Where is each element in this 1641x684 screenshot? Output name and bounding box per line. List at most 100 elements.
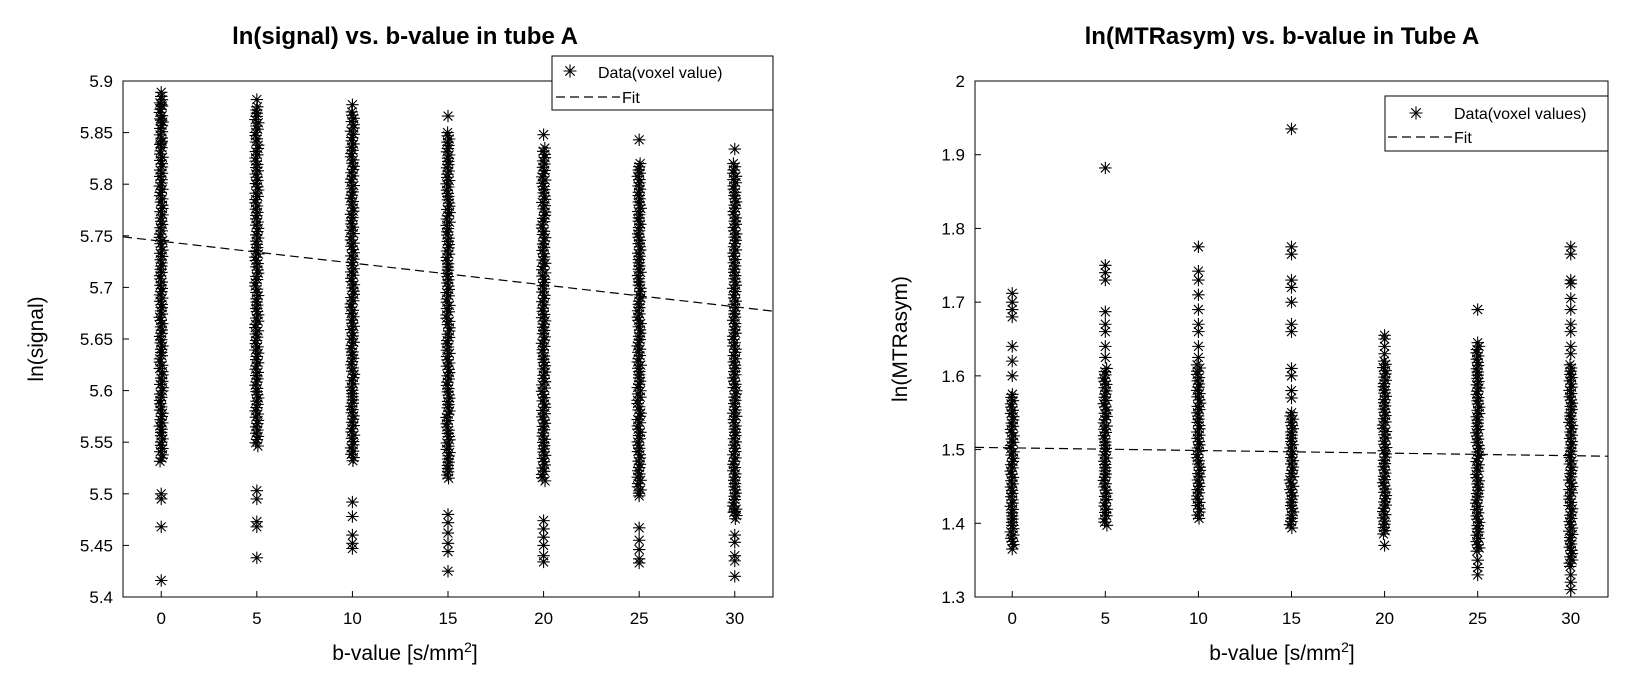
data-point <box>1564 576 1577 589</box>
y-tick-label: 1.7 <box>941 293 965 312</box>
data-point <box>250 551 264 564</box>
data-point <box>346 195 359 208</box>
data-point <box>1099 394 1113 407</box>
data-point <box>1099 445 1112 458</box>
data-point <box>730 227 743 241</box>
data-point <box>633 250 646 263</box>
data-point <box>250 395 263 408</box>
data-point <box>1472 474 1486 487</box>
data-point <box>538 231 552 244</box>
data-point <box>631 339 644 353</box>
data-point <box>441 537 455 550</box>
data-point <box>1191 473 1205 487</box>
data-point <box>155 119 169 132</box>
data-point <box>1471 553 1484 567</box>
x-tick-label: 25 <box>1468 609 1487 628</box>
data-point <box>728 310 742 324</box>
data-point <box>538 330 551 344</box>
data-point <box>538 340 551 353</box>
data-point <box>250 93 264 106</box>
data-point <box>155 86 168 99</box>
data-point <box>633 182 647 196</box>
data-point <box>1378 473 1391 486</box>
data-point <box>633 307 646 321</box>
data-point <box>154 413 167 426</box>
data-point <box>250 385 263 398</box>
data-point <box>536 388 550 401</box>
data-point <box>441 408 455 421</box>
data-point <box>249 436 262 449</box>
data-column <box>1562 240 1579 596</box>
data-point <box>1100 378 1113 391</box>
data-point <box>1286 464 1299 477</box>
data-point <box>537 465 551 478</box>
data-point <box>1099 483 1112 497</box>
data-point <box>345 348 359 362</box>
data-point <box>1565 438 1578 451</box>
data-point <box>1005 458 1018 471</box>
data-point <box>347 128 360 141</box>
x-axis-label-tail: ] <box>472 642 478 665</box>
data-point <box>153 387 167 401</box>
data-point <box>1100 410 1113 423</box>
data-point <box>346 444 360 458</box>
data-point <box>155 410 168 423</box>
data-point <box>537 128 550 141</box>
data-point <box>251 308 265 321</box>
data-point <box>728 192 742 205</box>
data-point <box>1097 371 1111 385</box>
data-point <box>537 423 551 436</box>
data-point <box>1470 544 1483 558</box>
data-point <box>1007 528 1020 542</box>
data-point <box>1006 388 1019 401</box>
data-point <box>154 304 168 318</box>
data-point <box>727 458 740 471</box>
data-point <box>345 432 359 445</box>
data-point <box>345 275 358 288</box>
data-point <box>537 349 551 363</box>
data-point <box>1377 505 1390 518</box>
data-point <box>1563 457 1577 471</box>
data-point <box>727 333 740 346</box>
data-point <box>249 129 262 142</box>
data-point <box>729 429 742 442</box>
data-point <box>537 356 551 369</box>
data-point <box>154 263 167 276</box>
data-point <box>345 249 358 263</box>
data-point <box>1378 399 1392 413</box>
data-point <box>443 356 456 370</box>
data-column <box>726 142 743 583</box>
x-axis-ticks: 0 5 10 15 20 25 30 <box>1008 591 1580 628</box>
data-point <box>1377 380 1390 393</box>
data-point <box>1192 318 1205 331</box>
data-point <box>728 536 741 549</box>
data-point <box>1098 432 1111 446</box>
data-point <box>537 234 551 248</box>
data-point <box>1563 515 1576 528</box>
data-point <box>1285 502 1299 515</box>
data-point <box>536 461 549 475</box>
data-point <box>155 125 169 138</box>
data-point <box>633 301 646 314</box>
data-point <box>441 340 455 354</box>
data-point <box>1564 303 1577 316</box>
data-point <box>729 202 742 215</box>
data-point <box>1471 397 1485 411</box>
data-point <box>632 163 645 177</box>
data-point <box>1098 499 1111 513</box>
data-point <box>153 455 167 468</box>
data-point <box>537 282 551 296</box>
data-point <box>727 157 740 170</box>
data-point <box>1473 448 1486 462</box>
data-point <box>442 388 455 402</box>
data-point <box>153 288 167 302</box>
data-point <box>634 406 647 420</box>
data-point <box>156 442 169 455</box>
data-point <box>729 403 742 417</box>
data-point <box>156 208 169 222</box>
data-point <box>1563 541 1576 554</box>
data-point <box>156 243 169 257</box>
data-point <box>1191 457 1205 471</box>
data-point <box>1472 532 1485 545</box>
